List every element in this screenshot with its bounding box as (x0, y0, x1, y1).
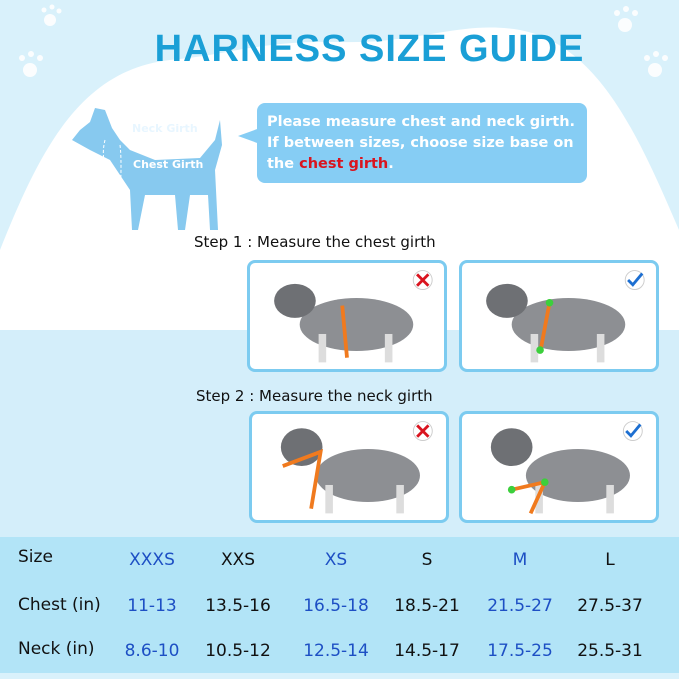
header-size: Size (18, 547, 53, 567)
page-title: HARNESS SIZE GUIDE (154, 28, 585, 70)
dog-silhouette-diagram (72, 108, 222, 230)
table-cell: 14.5-17 (394, 641, 460, 661)
photo-step1-right (459, 260, 659, 372)
photo-step1-wrong (247, 260, 447, 372)
speech-bubble-tail (238, 128, 260, 144)
header-m: M (512, 550, 528, 570)
table-cell: 13.5-16 (205, 596, 271, 616)
instruction-note: Please measure chest and neck girth. If … (257, 103, 587, 183)
neck-girth-label: Neck Girth (132, 122, 198, 135)
table-cell: 11-13 (127, 596, 177, 616)
row-label-neck: Neck (in) (18, 639, 95, 659)
note-text: . (388, 156, 394, 172)
step-2-label: Step 2 : Measure the neck girth (196, 387, 433, 405)
check-icon (624, 270, 645, 290)
note-line: If between sizes, choose size base on (267, 135, 574, 151)
table-cell: 16.5-18 (303, 596, 369, 616)
table-cell: 27.5-37 (577, 596, 643, 616)
header-xxs: XXS (220, 550, 256, 570)
note-line: Please measure chest and neck girth. (267, 114, 576, 130)
photo-step2-right (459, 411, 659, 523)
cross-icon (412, 270, 433, 290)
table-cell: 12.5-14 (303, 641, 369, 661)
note-highlight: chest girth (299, 156, 389, 172)
table-cell: 21.5-27 (487, 596, 553, 616)
header-s: S (421, 550, 433, 570)
table-cell: 18.5-21 (394, 596, 460, 616)
size-table: Size XXXS XXS XS S M L Chest (in) 11-13 … (0, 537, 679, 673)
table-cell: 25.5-31 (577, 641, 643, 661)
check-icon (622, 421, 643, 441)
header-xs: XS (324, 550, 348, 570)
table-cell: 17.5-25 (487, 641, 553, 661)
photo-step2-wrong (249, 411, 449, 523)
note-text: the (267, 156, 300, 172)
note-line: the chest girth. (267, 154, 577, 175)
step-1-label: Step 1 : Measure the chest girth (194, 233, 436, 251)
row-label-chest: Chest (in) (18, 595, 101, 615)
table-cell: 8.6-10 (124, 641, 180, 661)
header-l: L (605, 550, 615, 570)
header-xxxs: XXXS (129, 550, 175, 570)
table-cell: 10.5-12 (205, 641, 271, 661)
paw-print-icon (19, 4, 668, 77)
cross-icon (412, 421, 433, 441)
chest-girth-label: Chest Girth (133, 158, 204, 171)
